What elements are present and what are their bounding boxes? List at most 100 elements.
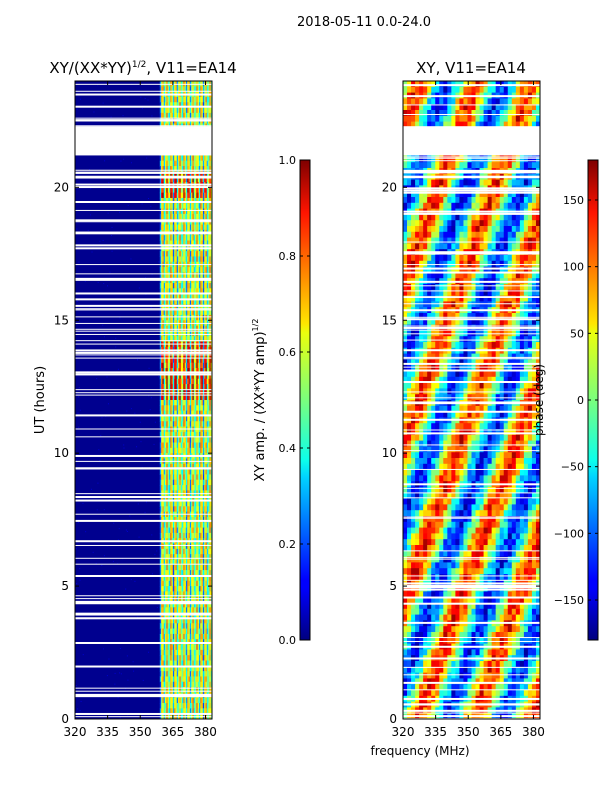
amp-heatmap-cell (163, 293, 166, 300)
amp-heatmap-cell (180, 628, 183, 635)
amp-heatmap-cell (161, 687, 163, 693)
amp-heatmap-cell (188, 107, 191, 114)
amp-heatmap-cell (184, 564, 187, 571)
amp-heatmap-cell (170, 394, 173, 401)
amp-heatmap-cell (178, 543, 180, 550)
amp-heatmap-cell (180, 676, 183, 683)
amp-heatmap-cell (193, 298, 196, 305)
amp-heatmap-cell (205, 213, 208, 220)
amp-heatmap-cell (162, 213, 165, 220)
amp-heatmap-cell (196, 516, 199, 523)
amp-heatmap-cell (184, 644, 187, 651)
amp-heatmap-cell (202, 394, 205, 401)
amp-heatmap-cell (188, 405, 191, 412)
amp-heatmap-cell (201, 644, 204, 651)
amp-heatmap-cell (166, 543, 169, 550)
amp-heatmap-cell (183, 527, 186, 534)
amp-heatmap-cell (205, 687, 208, 693)
amp-heatmap-cell (187, 697, 190, 704)
amp-heatmap-cell (170, 681, 173, 688)
amp-heatmap-cell (174, 554, 176, 560)
amp-heatmap-cell (185, 224, 188, 231)
amp-heatmap-cell (181, 240, 184, 247)
amp-heatmap-cell (161, 580, 163, 587)
amp-heatmap-cell (166, 687, 169, 693)
amp-heatmap-cell (210, 703, 212, 709)
amp-heatmap-cell (179, 697, 182, 704)
amp-heatmap-cell (163, 256, 166, 263)
amp-heatmap-cell (205, 495, 208, 502)
amp-heatmap-cell (206, 649, 209, 656)
amp-heatmap-cell (161, 208, 163, 215)
amp-heatmap-cell (165, 564, 167, 571)
amp-heatmap-cell (196, 208, 199, 215)
amp-heatmap-cell (175, 586, 178, 592)
amp-heatmap-cell (174, 628, 176, 635)
amp-heatmap-cell (161, 655, 163, 662)
amp-heatmap-cell (202, 362, 205, 369)
amp-heatmap-cell (198, 251, 201, 257)
amp-heatmap-cell (205, 548, 208, 555)
amp-heatmap-cell (189, 272, 192, 279)
amp-heatmap-cell (208, 309, 210, 316)
amp-heatmap-cell (206, 431, 209, 438)
amp-heatmap-cell (193, 602, 196, 608)
amp-heatmap-cell (195, 240, 197, 247)
amp-heatmap-cell (193, 708, 196, 715)
amp-heatmap-cell (162, 415, 165, 422)
amp-heatmap-cell (191, 559, 193, 566)
amp-heatmap-cell (208, 251, 210, 257)
amp-heatmap-cell (180, 330, 183, 337)
amp-heatmap-cell (163, 570, 166, 576)
amp-heatmap-cell (206, 591, 209, 598)
amp-heatmap-cell (200, 197, 203, 204)
amp-heatmap-cell (206, 437, 209, 444)
amp-heatmap-cell (178, 325, 180, 332)
amp-heatmap-cell (168, 235, 171, 241)
amp-heatmap-cell (171, 224, 174, 231)
amp-heatmap-cell (171, 272, 174, 279)
amp-heatmap-cell (175, 665, 178, 672)
amp-noise-pixel (115, 346, 117, 348)
amp-heatmap-cell (170, 160, 173, 167)
amp-heatmap-cell (179, 516, 182, 523)
amp-heatmap-cell (171, 575, 174, 582)
amp-heatmap-cell (170, 330, 173, 337)
amp-heatmap-cell (202, 293, 205, 300)
amp-heatmap-cell (167, 415, 170, 422)
amp-heatmap-cell (165, 559, 167, 566)
amp-noise-pixel (110, 235, 112, 237)
amp-heatmap-cell (209, 697, 212, 704)
amp-heatmap-cell (180, 213, 183, 220)
amp-heatmap-cell (167, 506, 170, 513)
amp-heatmap-cell (185, 197, 188, 204)
amp-heatmap-cell (172, 176, 175, 183)
amp-heatmap-cell (176, 516, 179, 523)
amp-heatmap-cell (178, 314, 180, 321)
amp-heatmap-cell (209, 213, 212, 220)
amp-heatmap-cell (184, 687, 187, 693)
amp-heatmap-cell (201, 96, 204, 103)
amp-heatmap-cell (159, 224, 162, 231)
amp-heatmap-cell (206, 655, 209, 662)
amp-heatmap-cell (166, 431, 169, 438)
amp-heatmap-cell (202, 373, 205, 380)
amp-heatmap-cell (180, 336, 183, 343)
amp-heatmap-cell (209, 602, 212, 608)
amp-heatmap-cell (183, 330, 186, 337)
amp-heatmap-cell (206, 580, 209, 587)
amp-heatmap-cell (193, 463, 196, 470)
amp-heatmap-cell (187, 155, 190, 162)
amp-heatmap-cell (161, 463, 163, 470)
amp-heatmap-cell (165, 304, 167, 311)
amp-heatmap-cell (193, 251, 196, 257)
amp-heatmap-cell (165, 474, 167, 481)
amp-noise-pixel (96, 509, 98, 511)
amp-heatmap-cell (206, 442, 209, 449)
amp-heatmap-cell (204, 410, 206, 417)
amp-heatmap-cell (159, 384, 162, 390)
amp-heatmap-cell (195, 501, 197, 507)
amp-heatmap-cell (200, 373, 203, 380)
amp-heatmap-cell (178, 596, 180, 603)
amp-heatmap-cell (183, 697, 186, 704)
